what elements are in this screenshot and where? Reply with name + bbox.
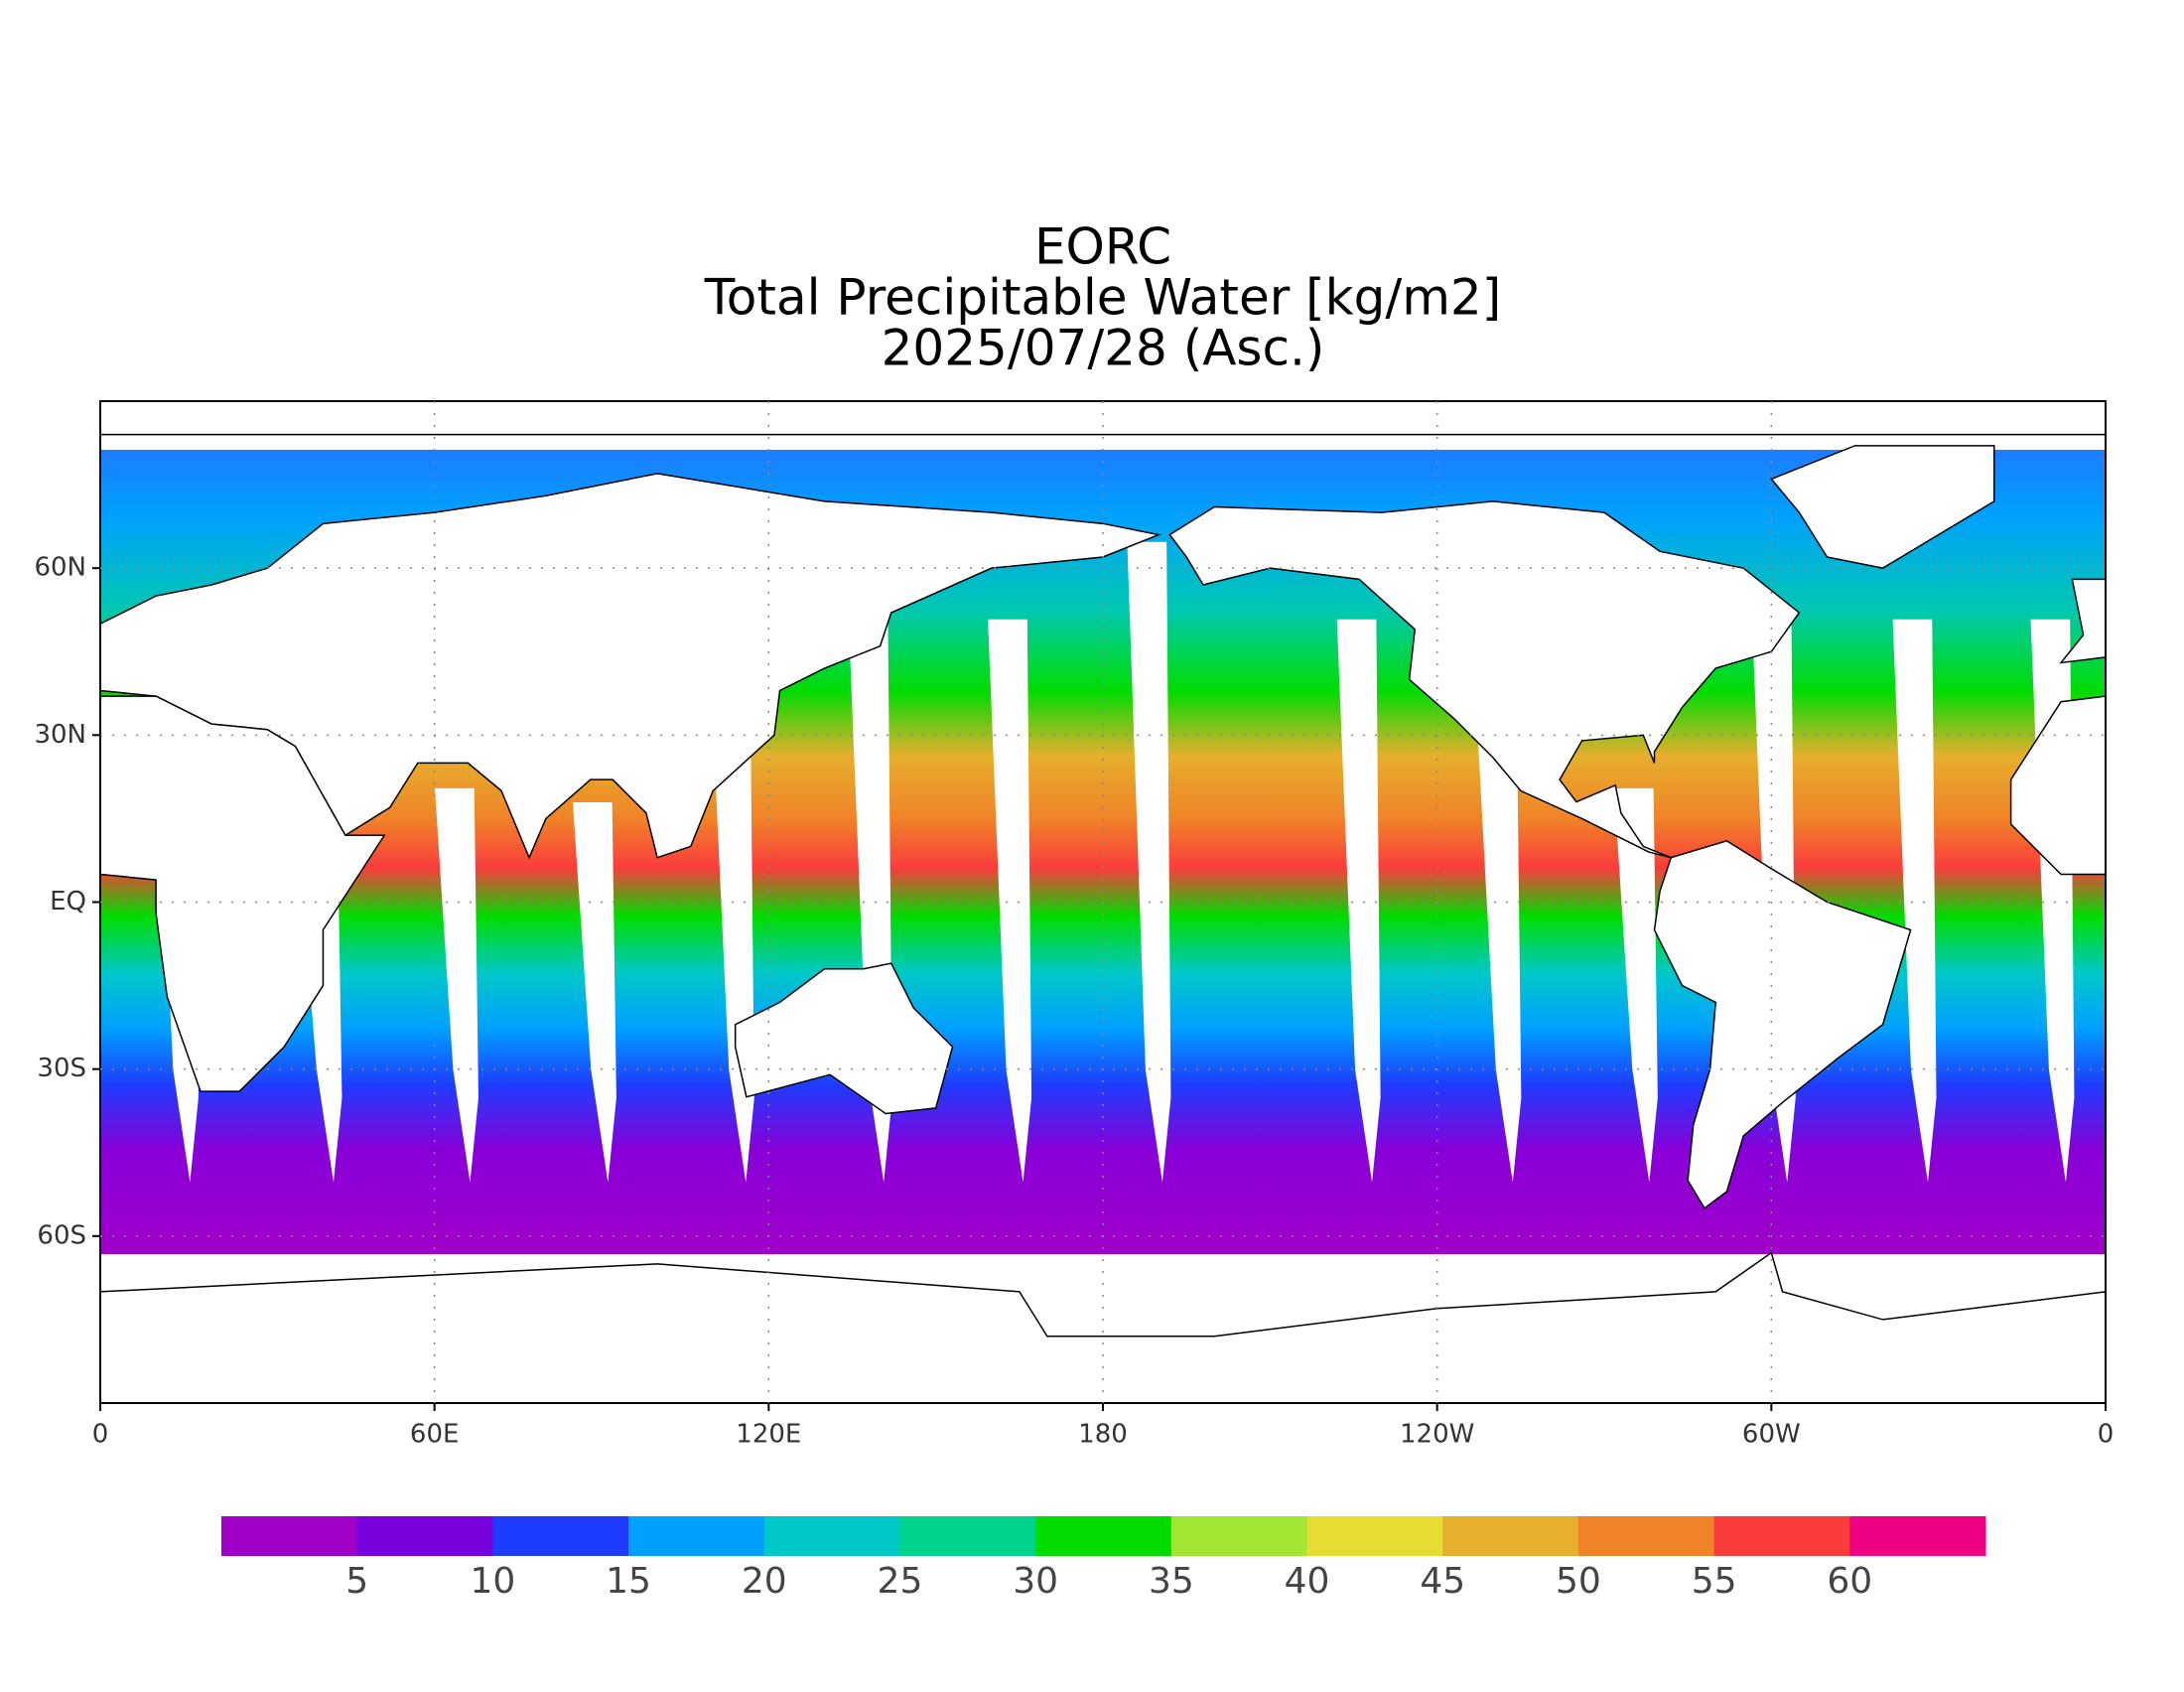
colorbar-swatch [1577,1516,1715,1556]
land [1770,445,1995,569]
colorbar-swatch [1713,1516,1850,1556]
lon-label: 120W [1400,1420,1474,1450]
colorbar: 5 10 15 20 25 30 35 40 45 50 55 60 [221,1516,1986,1602]
land [100,1251,2106,1403]
colorbar-swatch [356,1516,493,1556]
land [100,473,1161,860]
swath-gap [1127,541,1171,1183]
colorbar-swatch [1170,1516,1308,1556]
colorbar-swatch [1849,1516,1986,1556]
lon-label: 120E [736,1420,801,1450]
lon-label: 60W [1742,1420,1801,1450]
colorbar-label: 5 [345,1561,368,1602]
lat-label: EQ [50,887,86,916]
colorbar-label: 10 [470,1561,515,1602]
map-body [100,401,2106,1403]
title-line: EORC [1034,218,1171,276]
colorbar-swatch [899,1516,1036,1556]
lon-label: 0 [2098,1420,2115,1450]
colorbar-label: 30 [1013,1561,1058,1602]
colorbar-label: 60 [1827,1561,1872,1602]
lat-label: 30N [34,720,86,750]
swath-gap [1892,619,1937,1183]
lat-label: 30S [37,1054,86,1083]
title-line: 2025/07/28 (Asc.) [882,320,1325,377]
colorbar-swatch [763,1516,900,1556]
colorbar-label: 50 [1556,1561,1601,1602]
lat-label: 60S [37,1220,86,1250]
colorbar-swatch [221,1516,358,1556]
lat-label: 60N [34,553,86,583]
colorbar-swatch [1035,1516,1172,1556]
land [100,401,2106,436]
colorbar-label: 40 [1285,1561,1330,1602]
colorbar-label: 35 [1149,1561,1194,1602]
title-line: Total Precipitable Water [kg/m2] [704,269,1501,327]
lon-label: 0 [92,1420,109,1450]
swath-gap [435,787,478,1183]
swath-gap [572,801,616,1183]
colorbar-label: 45 [1420,1561,1465,1602]
lon-label: 180 [1078,1420,1128,1450]
swath-gap [1336,619,1381,1183]
colorbar-label: 25 [878,1561,923,1602]
land [2059,578,2106,664]
swath-gap [1477,732,1522,1183]
land [1168,500,1801,859]
lon-label: 60E [410,1420,460,1450]
axis-ticks: 60N 30N EQ 30S 60S 0 60E 120E 180 120W 60W 0 [34,401,2114,1450]
colorbar-label: 20 [742,1561,787,1602]
land [100,695,386,1092]
colorbar-label: 15 [606,1561,651,1602]
colorbar-label: 55 [1692,1561,1737,1602]
colorbar-swatch [1306,1516,1443,1556]
colorbar-swatch [1442,1516,1579,1556]
colorbar-swatch [492,1516,629,1556]
land [734,962,954,1115]
colorbar-swatch [628,1516,765,1556]
land [1653,840,1912,1209]
land [2009,695,2106,876]
swath-gap [1613,787,1658,1183]
swath-gap [988,619,1032,1183]
